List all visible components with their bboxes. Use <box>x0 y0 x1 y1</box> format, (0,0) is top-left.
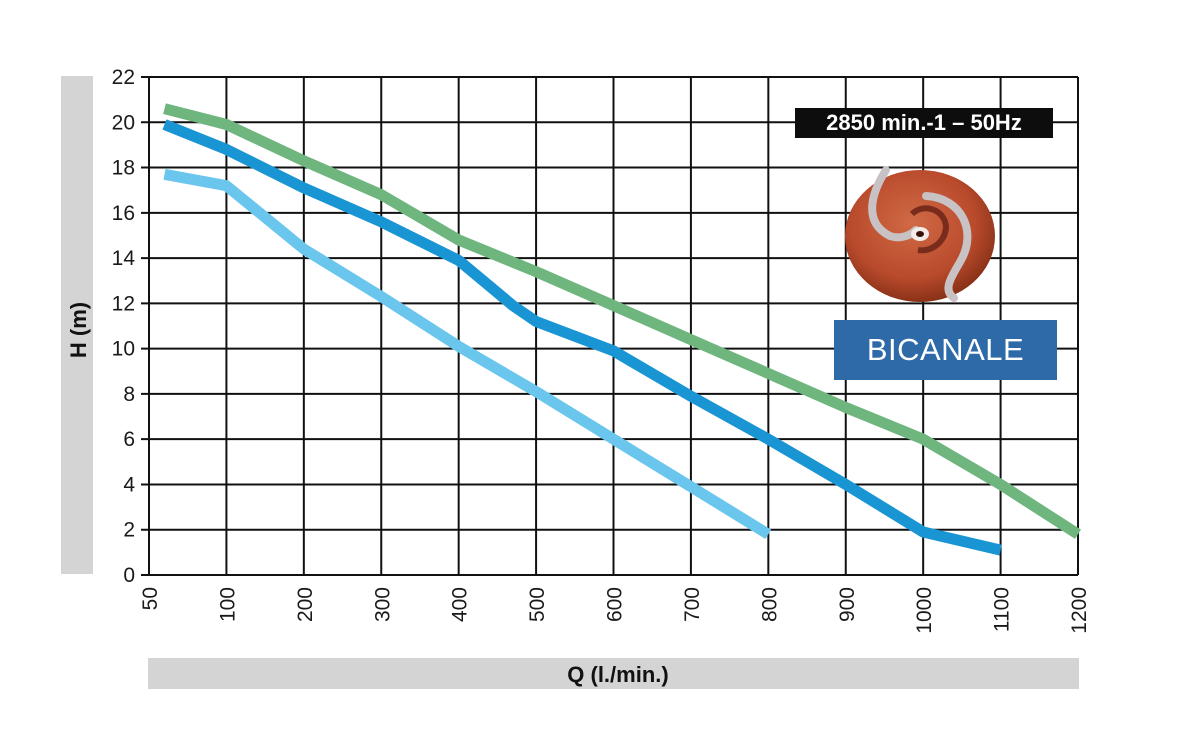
x-tick-label: 1100 <box>991 587 1014 632</box>
impeller-type-label: BICANALE <box>834 320 1057 380</box>
y-axis-title: H (m) <box>66 302 91 358</box>
x-tick-label: 50 <box>139 587 162 610</box>
x-tick-label: 900 <box>836 587 859 622</box>
x-tick-label: 600 <box>604 587 627 622</box>
y-tick-label: 18 <box>112 157 135 180</box>
series-line-2 <box>162 119 1002 556</box>
y-tick-label: 6 <box>123 428 135 451</box>
x-tick-label: 300 <box>371 587 394 622</box>
x-tick-label: 500 <box>526 587 549 622</box>
x-axis-title: Q (l./min.) <box>567 662 668 687</box>
x-tick-label: 200 <box>294 587 317 622</box>
x-tick-label: 700 <box>681 587 704 622</box>
y-tick-label: 0 <box>123 564 135 587</box>
y-tick-label: 14 <box>112 247 136 270</box>
series-lines <box>162 103 1081 556</box>
speed-frequency-badge: 2850 min.-1 – 50Hz <box>795 108 1053 138</box>
series-line-1 <box>163 103 1081 539</box>
y-tick-label: 20 <box>112 111 135 134</box>
y-tick-label: 16 <box>112 202 135 225</box>
y-tick-labels: 0 2 4 6 8 10 12 14 16 18 20 22 <box>112 66 136 587</box>
x-tick-labels: 50 100 200 300 400 500 600 700 800 900 1000 1100 120… <box>139 587 1091 634</box>
x-tick-label: 1000 <box>913 587 936 634</box>
y-tick-label: 4 <box>123 473 135 496</box>
y-tick-label: 22 <box>112 66 135 89</box>
impeller-image <box>845 166 995 302</box>
y-axis-title-band <box>61 76 93 574</box>
y-tick-label: 12 <box>112 292 135 315</box>
y-tick-label: 10 <box>112 338 135 361</box>
x-tick-label: 800 <box>758 587 781 622</box>
x-axis-title-band <box>148 658 1079 689</box>
x-tick-label: 1200 <box>1068 587 1091 634</box>
series-line-3 <box>163 168 772 539</box>
x-tick-label: 100 <box>216 587 239 622</box>
y-tick-label: 2 <box>123 519 135 542</box>
y-tick-label: 8 <box>123 383 135 406</box>
x-tick-label: 400 <box>449 587 472 622</box>
